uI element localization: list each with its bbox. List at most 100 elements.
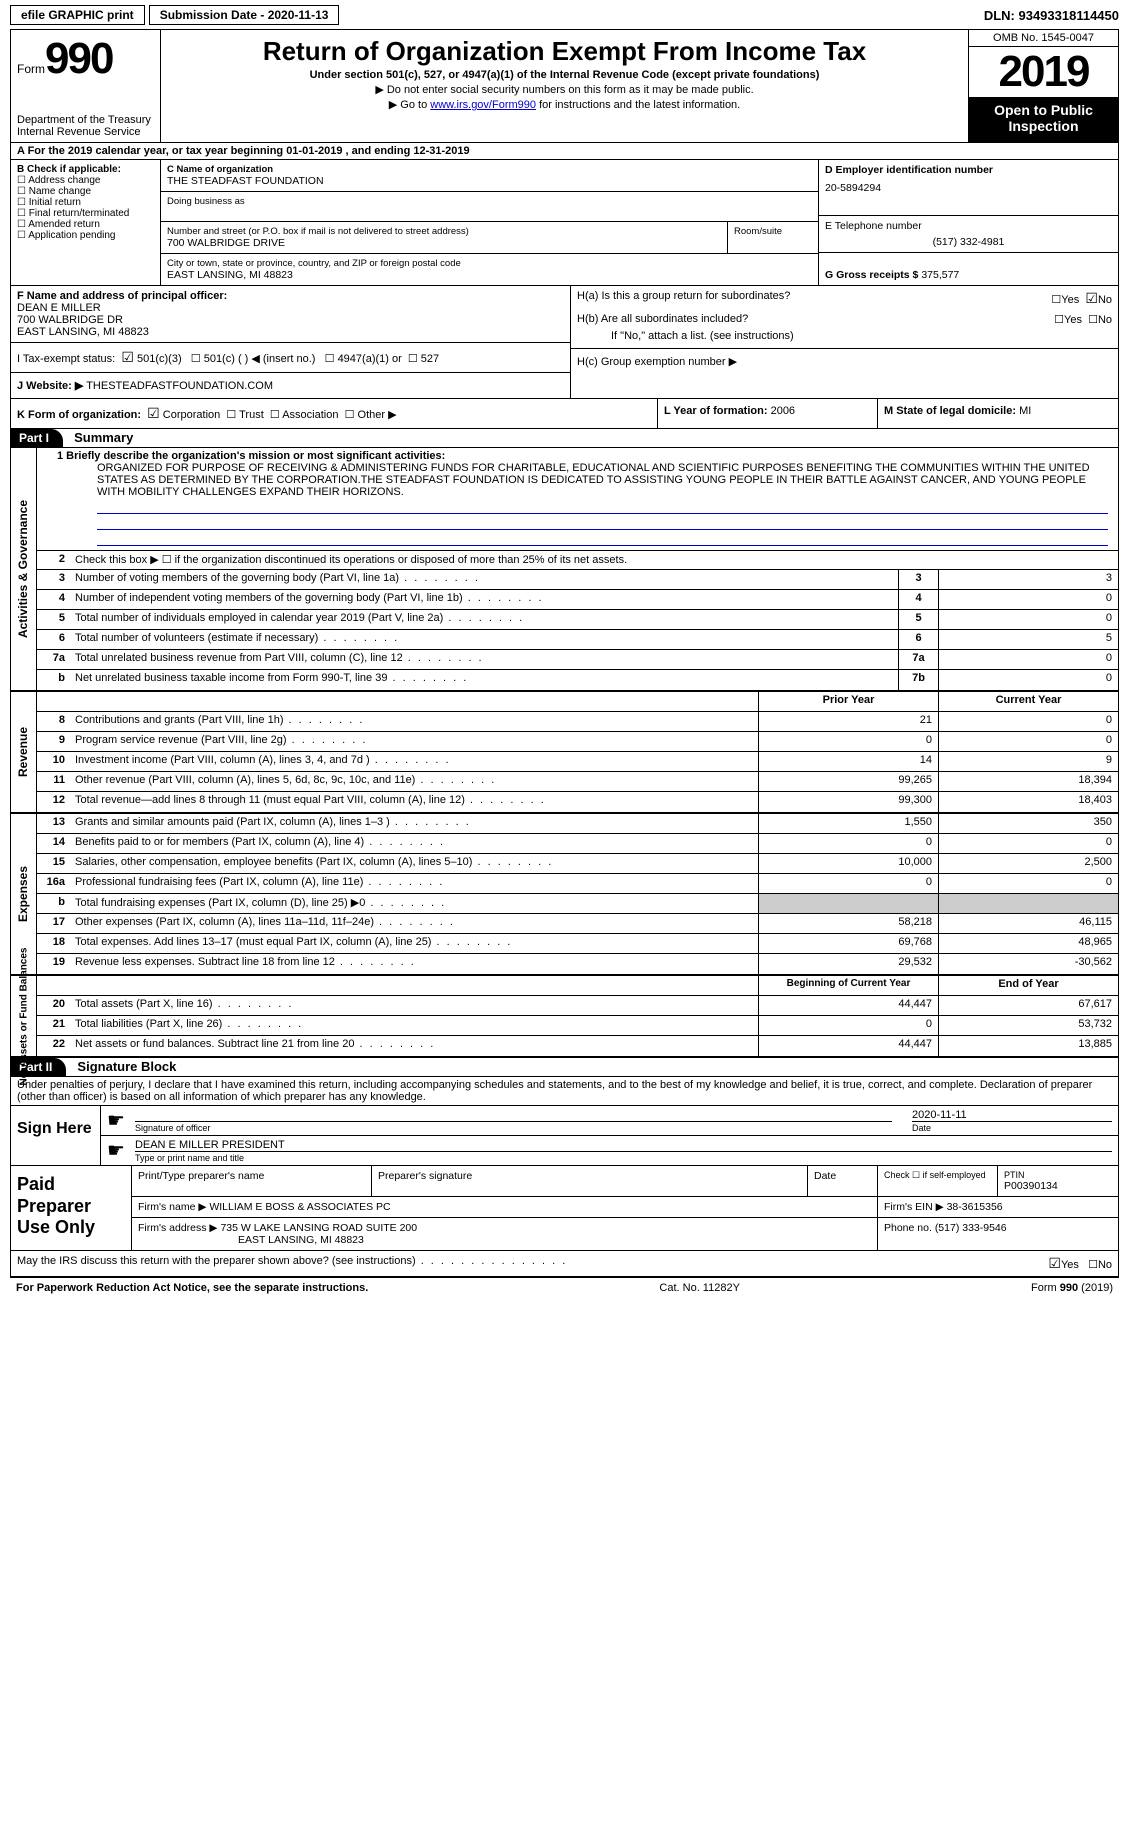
tax-year: 2019 bbox=[969, 47, 1118, 98]
pointer-icon: ☛ bbox=[107, 1138, 135, 1163]
section-bcdeg: B Check if applicable: ☐ Address change … bbox=[11, 160, 1118, 286]
form-subtitle: Under section 501(c), 527, or 4947(a)(1)… bbox=[171, 69, 958, 81]
firm-addr2: EAST LANSING, MI 48823 bbox=[138, 1234, 364, 1246]
street-label: Number and street (or P.O. box if mail i… bbox=[167, 226, 721, 237]
line-i: I Tax-exempt status: ☑ 501(c)(3) ☐ 501(c… bbox=[11, 343, 570, 373]
form-990-page: efile GRAPHIC print Submission Date - 20… bbox=[0, 0, 1129, 1303]
hc-label: H(c) Group exemption number ▶ bbox=[571, 349, 1118, 374]
sign-here-block: Sign Here ☛ Signature of officer 2020-11… bbox=[11, 1106, 1118, 1166]
box-b-label: B Check if applicable: bbox=[17, 164, 154, 175]
footer: For Paperwork Reduction Act Notice, see … bbox=[10, 1278, 1119, 1298]
part1-title: Summary bbox=[66, 430, 133, 445]
line-k: K Form of organization: ☑ Corporation ☐ … bbox=[11, 399, 658, 428]
cb-address[interactable]: ☐ Address change bbox=[17, 175, 154, 186]
warn2-pre: ▶ Go to bbox=[389, 99, 430, 111]
cb-501c3[interactable]: ☑ bbox=[121, 349, 134, 365]
side-rev: Revenue bbox=[17, 727, 31, 777]
firm-ein: 38-3615356 bbox=[947, 1201, 1003, 1213]
table-row: b Net unrelated business taxable income … bbox=[37, 670, 1118, 690]
g-label: G Gross receipts $ bbox=[825, 269, 918, 281]
e-label: E Telephone number bbox=[825, 220, 1112, 232]
cb-initial[interactable]: ☐ Initial return bbox=[17, 197, 154, 208]
street: 700 WALBRIDGE DRIVE bbox=[167, 237, 721, 249]
table-row: 6 Total number of volunteers (estimate i… bbox=[37, 630, 1118, 650]
cb-discuss-yes[interactable]: ☑ bbox=[1048, 1255, 1061, 1271]
cb-final[interactable]: ☐ Final return/terminated bbox=[17, 208, 154, 219]
col-prior: Prior Year bbox=[758, 692, 938, 711]
topbar: efile GRAPHIC print Submission Date - 20… bbox=[10, 5, 1119, 25]
website: THESTEADFASTFOUNDATION.COM bbox=[86, 380, 273, 392]
table-row: 3 Number of voting members of the govern… bbox=[37, 570, 1118, 590]
col-curr: Current Year bbox=[938, 692, 1118, 711]
cb-name[interactable]: ☐ Name change bbox=[17, 186, 154, 197]
sig-date-val: 2020-11-11 bbox=[912, 1109, 1112, 1121]
line-a: A For the 2019 calendar year, or tax yea… bbox=[11, 143, 1118, 160]
ptin: P00390134 bbox=[1004, 1180, 1112, 1192]
table-row: 4 Number of independent voting members o… bbox=[37, 590, 1118, 610]
table-row: 13 Grants and similar amounts paid (Part… bbox=[37, 814, 1118, 834]
form-border: Form 990 Department of the Treasury Inte… bbox=[10, 29, 1119, 1278]
firm-ein-lbl: Firm's EIN ▶ bbox=[884, 1201, 944, 1213]
j-label: J Website: ▶ bbox=[17, 380, 83, 392]
part1-net: Net Assets or Fund Balances Beginning of… bbox=[11, 976, 1118, 1058]
part1-header: Part I Summary bbox=[11, 429, 1118, 448]
firm-phone: (517) 333-9546 bbox=[935, 1222, 1007, 1234]
org-name: THE STEADFAST FOUNDATION bbox=[167, 175, 812, 187]
prep-sig-lbl: Preparer's signature bbox=[372, 1166, 808, 1196]
table-row: 16a Professional fundraising fees (Part … bbox=[37, 874, 1118, 894]
side-net: Net Assets or Fund Balances bbox=[18, 947, 29, 1085]
prep-check: Check ☐ if self-employed bbox=[878, 1166, 998, 1196]
table-row: 7a Total unrelated business revenue from… bbox=[37, 650, 1118, 670]
irs-link[interactable]: www.irs.gov/Form990 bbox=[430, 99, 536, 111]
discuss-row: May the IRS discuss this return with the… bbox=[11, 1251, 1118, 1277]
table-row: 18 Total expenses. Add lines 13–17 (must… bbox=[37, 934, 1118, 954]
prep-name-lbl: Print/Type preparer's name bbox=[132, 1166, 372, 1196]
ptin-lbl: PTIN bbox=[1004, 1170, 1112, 1180]
part1-badge: Part I bbox=[11, 429, 63, 447]
form-title: Return of Organization Exempt From Incom… bbox=[171, 36, 958, 67]
cb-app-pending[interactable]: ☐ Application pending bbox=[17, 230, 154, 241]
cb-amended[interactable]: ☐ Amended return bbox=[17, 219, 154, 230]
city-label: City or town, state or province, country… bbox=[167, 258, 812, 269]
firm-name: WILLIAM E BOSS & ASSOCIATES PC bbox=[209, 1201, 390, 1213]
table-row: 17 Other expenses (Part IX, column (A), … bbox=[37, 914, 1118, 934]
firm-addr1: 735 W LAKE LANSING ROAD SUITE 200 bbox=[220, 1222, 417, 1234]
table-row: 19 Revenue less expenses. Subtract line … bbox=[37, 954, 1118, 974]
efile-print-button[interactable]: efile GRAPHIC print bbox=[10, 5, 145, 25]
table-row: 14 Benefits paid to or for members (Part… bbox=[37, 834, 1118, 854]
table-row: 22 Net assets or fund balances. Subtract… bbox=[37, 1036, 1118, 1056]
table-row: 10 Investment income (Part VIII, column … bbox=[37, 752, 1118, 772]
part1-rev: Revenue Prior Year Current Year 8 Contri… bbox=[11, 692, 1118, 814]
warn2-post: for instructions and the latest informat… bbox=[536, 99, 740, 111]
header-left: Form 990 Department of the Treasury Inte… bbox=[11, 30, 161, 142]
submission-date-button[interactable]: Submission Date - 2020-11-13 bbox=[149, 5, 340, 25]
col-end: End of Year bbox=[938, 976, 1118, 995]
sig-officer-lbl: Signature of officer bbox=[135, 1121, 892, 1133]
pointer-icon: ☛ bbox=[107, 1108, 135, 1133]
table-row: 20 Total assets (Part X, line 16) 44,447… bbox=[37, 996, 1118, 1016]
mission-text: ORGANIZED FOR PURPOSE OF RECEIVING & ADM… bbox=[97, 462, 1108, 498]
sig-name-lbl: Type or print name and title bbox=[135, 1151, 1112, 1163]
dln-label: DLN: 93493318114450 bbox=[984, 8, 1119, 23]
header-right: OMB No. 1545-0047 2019 Open to Public In… bbox=[968, 30, 1118, 142]
table-row: 21 Total liabilities (Part X, line 26) 0… bbox=[37, 1016, 1118, 1036]
ein: 20-5894294 bbox=[825, 182, 1112, 194]
phone-lbl: Phone no. bbox=[884, 1222, 932, 1234]
side-gov: Activities & Governance bbox=[17, 500, 31, 638]
part1-exp: Expenses 13 Grants and similar amounts p… bbox=[11, 814, 1118, 976]
q1-label: 1 Briefly describe the organization's mi… bbox=[57, 450, 445, 462]
hb-label: H(b) Are all subordinates included? bbox=[577, 313, 748, 325]
side-exp: Expenses bbox=[17, 866, 31, 922]
col-f-ij: F Name and address of principal officer:… bbox=[11, 286, 571, 398]
header-mid: Return of Organization Exempt From Incom… bbox=[161, 30, 968, 142]
phone: (517) 332-4981 bbox=[825, 236, 1112, 248]
footer-right: Form 990 (2019) bbox=[1031, 1282, 1113, 1294]
i-label: I Tax-exempt status: bbox=[17, 353, 115, 365]
table-row: 11 Other revenue (Part VIII, column (A),… bbox=[37, 772, 1118, 792]
warn2: ▶ Go to www.irs.gov/Form990 for instruct… bbox=[171, 98, 958, 111]
officer-name: DEAN E MILLER bbox=[17, 302, 101, 314]
line-l: L Year of formation: 2006 bbox=[658, 399, 878, 428]
box-c: C Name of organization THE STEADFAST FOU… bbox=[161, 160, 818, 285]
box-deg: D Employer identification number 20-5894… bbox=[818, 160, 1118, 285]
d-label: D Employer identification number bbox=[825, 164, 1112, 176]
